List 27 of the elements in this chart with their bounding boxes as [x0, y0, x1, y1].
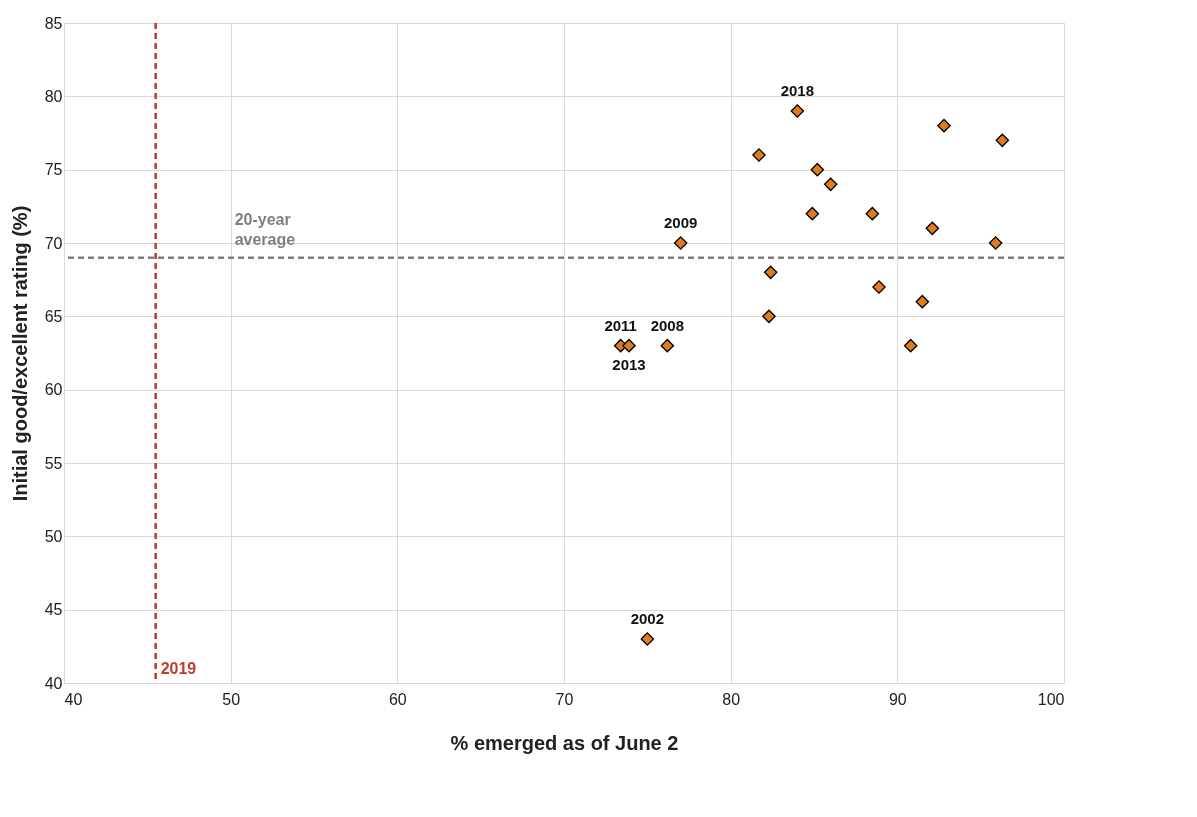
y-tick-label: 75 [44, 161, 63, 179]
x-tick-label: 70 [555, 690, 574, 708]
x-tick-label: 40 [64, 690, 83, 708]
y-axis-title: Initial good/excellent rating (%) [8, 205, 31, 502]
x-tick-label: 80 [722, 690, 741, 708]
ref-line-label: 20-year average [234, 210, 296, 248]
x-tick-label: 60 [388, 690, 407, 708]
y-tick-label: 55 [44, 454, 63, 472]
y-tick-label: 80 [44, 87, 63, 105]
annotation: 2019 [160, 660, 197, 677]
annotation: 2011 [604, 316, 637, 334]
annotation: 2013 [612, 355, 646, 373]
x-tick-label: 90 [888, 690, 907, 708]
annotation: 2008 [650, 316, 685, 334]
annotation: 2009 [663, 214, 698, 231]
y-tick-label: 85 [44, 14, 63, 32]
y-tick-label: 60 [44, 381, 63, 399]
annotation: 2002 [630, 610, 665, 627]
y-tick-label: 40 [44, 674, 63, 692]
x-tick-label: 50 [222, 690, 241, 708]
x-axis-title: % emerged as of June 2 [450, 731, 679, 754]
annotation: 2018 [780, 82, 815, 99]
x-tick-label: 100 [1037, 690, 1065, 708]
y-tick-label: 65 [44, 307, 63, 325]
y-tick-label: 50 [44, 527, 63, 545]
y-tick-label: 45 [44, 601, 63, 619]
y-tick-label: 70 [44, 234, 63, 252]
